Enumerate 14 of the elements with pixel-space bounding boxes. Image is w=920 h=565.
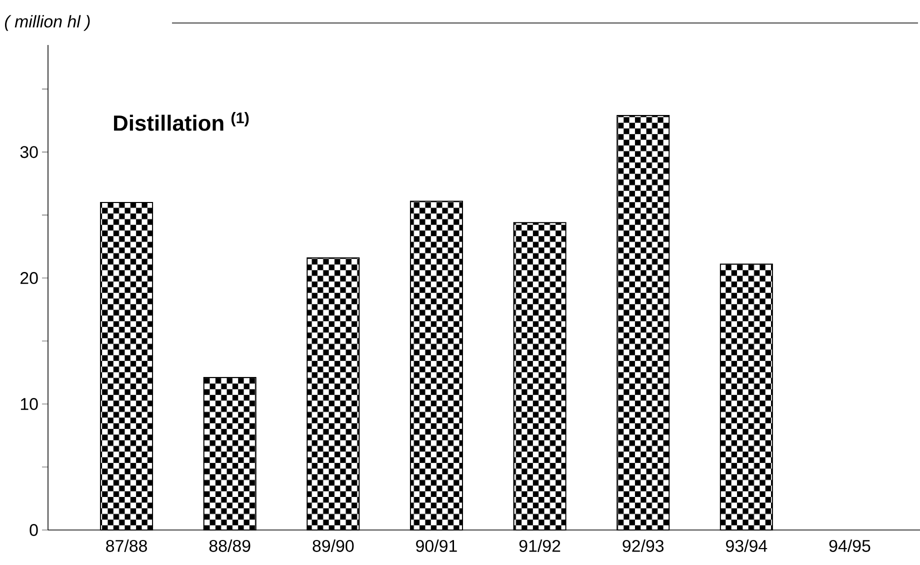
y-tick-label: 0 [30, 524, 38, 536]
x-tick-label: 93/94 [726, 540, 768, 552]
x-tick-label: 94/95 [829, 540, 870, 552]
text: Distillation $^{(1)}$ [114, 112, 249, 131]
x-tick-label: 89/90 [312, 540, 354, 552]
y-tick-label: 30 [20, 146, 38, 158]
x-tick-label: 90/91 [416, 540, 457, 552]
y-tick-label: 20 [20, 272, 38, 284]
x-tick-label: 92/93 [622, 540, 664, 552]
y-tick-label: 10 [20, 398, 38, 410]
x-tick-label: 91/92 [519, 540, 560, 552]
y-axis-title: ( million hl ) [5, 15, 90, 31]
x-tick-label: 87/88 [106, 540, 147, 552]
x-tick-label: 88/89 [209, 540, 250, 552]
